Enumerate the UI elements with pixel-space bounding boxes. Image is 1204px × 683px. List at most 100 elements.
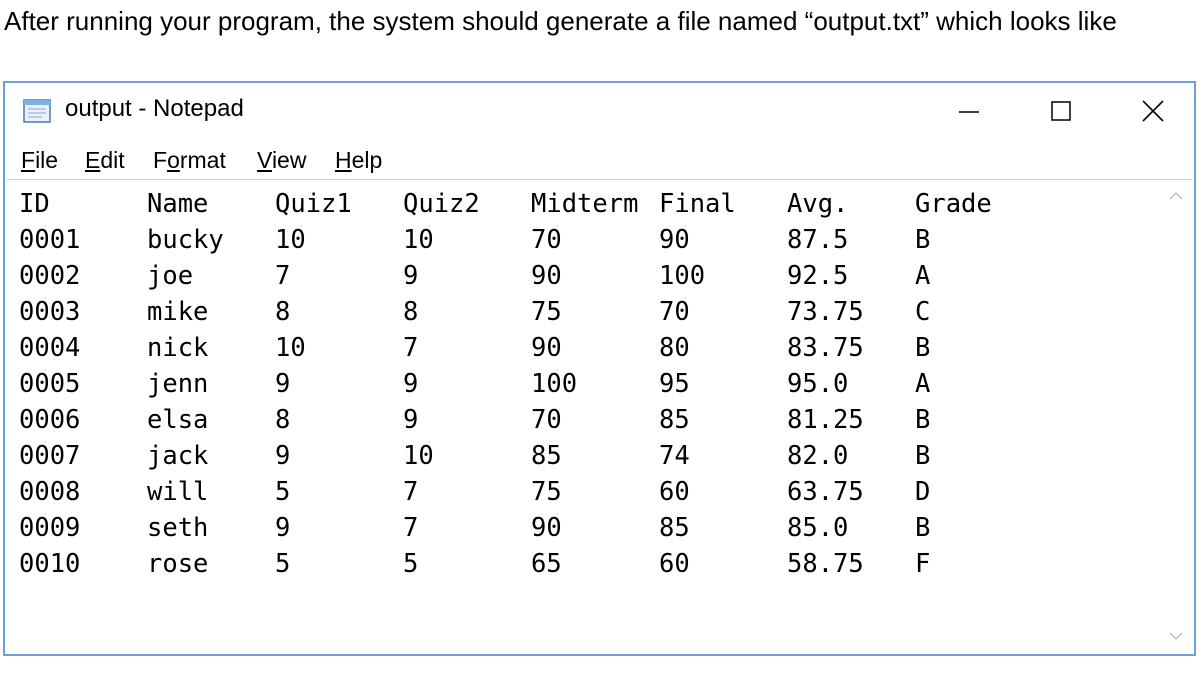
cell-midterm: 65 xyxy=(531,549,562,579)
cell-name: elsa xyxy=(147,405,209,435)
cell-grade: B xyxy=(915,513,931,543)
menu-help[interactable]: Help xyxy=(335,147,382,174)
cell-quiz1: 8 xyxy=(275,297,291,327)
header-quiz1: Quiz1 xyxy=(275,189,352,219)
vertical-scrollbar[interactable] xyxy=(1160,180,1192,652)
cell-name: nick xyxy=(147,333,209,363)
table-row: 0007 jack 9 10 85 74 82.0 B xyxy=(19,438,1156,474)
cell-id: 0007 xyxy=(19,441,81,471)
close-icon xyxy=(1142,100,1164,122)
cell-id: 0001 xyxy=(19,225,81,255)
cell-final: 90 xyxy=(659,225,690,255)
window-title: output - Notepad xyxy=(65,95,244,122)
menu-view-label: iew xyxy=(271,147,307,173)
cell-quiz1: 5 xyxy=(275,477,291,507)
cell-quiz2: 9 xyxy=(403,261,419,291)
cell-final: 95 xyxy=(659,369,690,399)
menu-bar: File Edit Format View Help xyxy=(5,141,1194,179)
cell-id: 0008 xyxy=(19,477,81,507)
cell-name: jenn xyxy=(147,369,209,399)
menu-format-mnemonic: o xyxy=(167,147,180,173)
cell-grade: F xyxy=(915,549,931,579)
cell-final: 60 xyxy=(659,549,690,579)
table-row: 0002 joe 7 9 90 100 92.5 A xyxy=(19,258,1156,294)
cell-quiz1: 7 xyxy=(275,261,291,291)
menu-file-label: ile xyxy=(35,147,59,173)
cell-grade: B xyxy=(915,441,931,471)
cell-final: 74 xyxy=(659,441,690,471)
header-row: ID Name Quiz1 Quiz2 Midterm Final Avg. G… xyxy=(19,186,1156,222)
data-rows: 0001 bucky 10 10 70 90 87.5 B 0002 joe 7 9 90 100 92.5… xyxy=(19,222,1156,582)
menu-file[interactable]: File xyxy=(21,147,58,174)
menu-format[interactable]: Format xyxy=(153,147,226,174)
close-button[interactable] xyxy=(1123,89,1183,133)
menu-help-mnemonic: H xyxy=(335,147,352,173)
text-content[interactable]: ID Name Quiz1 Quiz2 Midterm Final Avg. G… xyxy=(19,186,1156,652)
cell-id: 0006 xyxy=(19,405,81,435)
cell-quiz1: 9 xyxy=(275,369,291,399)
cell-midterm: 70 xyxy=(531,225,562,255)
cell-final: 70 xyxy=(659,297,690,327)
cell-id: 0003 xyxy=(19,297,81,327)
minimize-button[interactable] xyxy=(939,89,999,133)
scroll-up-button[interactable] xyxy=(1166,186,1186,206)
cell-name: will xyxy=(147,477,209,507)
minimize-icon xyxy=(959,111,979,113)
cell-quiz1: 9 xyxy=(275,441,291,471)
cell-id: 0009 xyxy=(19,513,81,543)
cell-avg: 81.25 xyxy=(787,405,864,435)
table-row: 0004 nick 10 7 90 80 83.75 B xyxy=(19,330,1156,366)
cell-grade: A xyxy=(915,369,931,399)
header-midterm: Midterm xyxy=(531,189,639,219)
header-avg: Avg. xyxy=(787,189,849,219)
menu-edit[interactable]: Edit xyxy=(85,147,125,174)
title-bar[interactable]: output - Notepad xyxy=(5,83,1194,141)
menu-format-label: rmat xyxy=(179,147,226,173)
cell-quiz2: 10 xyxy=(403,225,434,255)
table-row: 0005 jenn 9 9 100 95 95.0 A xyxy=(19,366,1156,402)
maximize-icon xyxy=(1051,101,1071,121)
menu-help-label: elp xyxy=(351,147,383,173)
cell-avg: 85.0 xyxy=(787,513,849,543)
cell-avg: 95.0 xyxy=(787,369,849,399)
cell-name: jack xyxy=(147,441,209,471)
chevron-up-icon xyxy=(1169,191,1183,200)
cell-midterm: 100 xyxy=(531,369,578,399)
cell-midterm: 90 xyxy=(531,261,562,291)
menu-view-mnemonic: V xyxy=(257,147,272,173)
table-row: 0010 rose 5 5 65 60 58.75 F xyxy=(19,546,1156,582)
cell-midterm: 70 xyxy=(531,405,562,435)
cell-midterm: 75 xyxy=(531,477,562,507)
text-editor[interactable]: ID Name Quiz1 Quiz2 Midterm Final Avg. G… xyxy=(7,179,1192,652)
cell-final: 60 xyxy=(659,477,690,507)
table-row: 0006 elsa 8 9 70 85 81.25 B xyxy=(19,402,1156,438)
cell-id: 0005 xyxy=(19,369,81,399)
cell-avg: 63.75 xyxy=(787,477,864,507)
cell-grade: A xyxy=(915,261,931,291)
cell-quiz1: 9 xyxy=(275,513,291,543)
header-name: Name xyxy=(147,189,209,219)
chevron-down-icon xyxy=(1169,632,1183,641)
header-quiz2: Quiz2 xyxy=(403,189,480,219)
cell-final: 100 xyxy=(659,261,706,291)
cell-grade: D xyxy=(915,477,931,507)
cell-name: bucky xyxy=(147,225,224,255)
cell-avg: 87.5 xyxy=(787,225,849,255)
header-final: Final xyxy=(659,189,736,219)
notepad-icon xyxy=(23,99,51,123)
cell-quiz2: 8 xyxy=(403,297,419,327)
cell-midterm: 90 xyxy=(531,513,562,543)
cell-grade: B xyxy=(915,333,931,363)
cell-quiz2: 9 xyxy=(403,369,419,399)
cell-quiz1: 10 xyxy=(275,225,306,255)
menu-edit-label: dit xyxy=(100,147,125,173)
menu-view[interactable]: View xyxy=(257,147,306,174)
scroll-down-button[interactable] xyxy=(1166,626,1186,646)
menu-format-prefix: F xyxy=(153,147,168,173)
cell-quiz1: 8 xyxy=(275,405,291,435)
maximize-button[interactable] xyxy=(1031,89,1091,133)
cell-avg: 82.0 xyxy=(787,441,849,471)
cell-quiz2: 5 xyxy=(403,549,419,579)
cell-grade: B xyxy=(915,225,931,255)
cell-grade: B xyxy=(915,405,931,435)
